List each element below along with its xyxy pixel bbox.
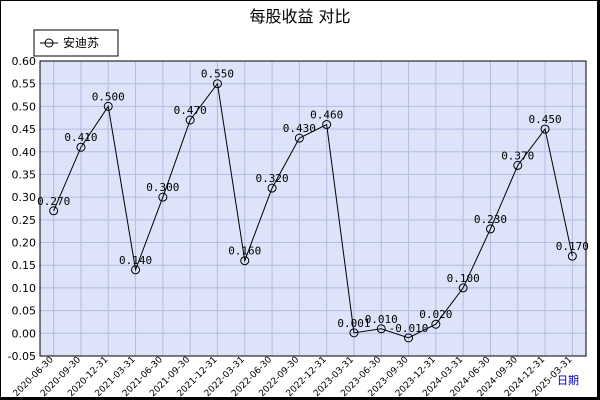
data-label: 0.230 <box>474 213 507 226</box>
data-label: 0.320 <box>255 172 288 185</box>
data-point <box>540 124 550 134</box>
data-label: 0.460 <box>310 109 343 122</box>
data-label: 0.010 <box>365 313 398 326</box>
data-point <box>267 183 277 193</box>
y-tick-label: 0.45 <box>12 123 37 136</box>
data-label: 0.450 <box>528 113 561 126</box>
y-tick-label: 0.55 <box>12 78 37 91</box>
data-point <box>513 160 523 170</box>
data-point <box>131 265 141 275</box>
data-label: 0.020 <box>419 308 452 321</box>
x-axis-period-label: 日期 <box>557 374 579 387</box>
data-label: 0.160 <box>228 245 261 258</box>
data-label: 0.500 <box>92 90 125 103</box>
chart-title: 每股收益 对比 <box>249 7 350 26</box>
y-tick-label: 0.35 <box>12 168 37 181</box>
series-layer: 0.270 0.410 0.500 0.140 0.300 0.470 0.550 0.160… <box>37 68 589 343</box>
data-label: 0.100 <box>447 272 480 285</box>
y-tick-label: 0.40 <box>12 146 37 159</box>
y-tick-label: 0.60 <box>12 55 37 68</box>
data-label: 0.170 <box>556 240 589 253</box>
y-tick-label: 0.05 <box>12 305 37 318</box>
data-point <box>485 224 495 234</box>
data-point <box>322 120 332 130</box>
data-label: 0.370 <box>501 149 534 162</box>
data-point <box>49 206 59 216</box>
data-point <box>567 251 577 261</box>
plot-border <box>39 60 587 357</box>
legend: 安迪苏 <box>33 29 119 57</box>
y-tick-label: 0.10 <box>12 282 37 295</box>
x-tick-labels: 2020-06-302020-09-302020-12-312021-03-31… <box>12 355 575 399</box>
axes <box>39 60 587 357</box>
data-label: -0.010 <box>389 322 429 335</box>
data-point <box>431 319 441 329</box>
data-point <box>212 79 222 89</box>
data-point <box>294 133 304 143</box>
data-label: 0.001 <box>337 317 370 330</box>
y-tick-label: 0.00 <box>12 327 37 340</box>
data-label: 0.270 <box>37 195 70 208</box>
data-label: 0.550 <box>201 68 234 81</box>
y-tick-label: -0.05 <box>8 350 36 363</box>
data-point <box>158 192 168 202</box>
data-point <box>240 256 250 266</box>
data-point <box>103 101 113 111</box>
data-point <box>76 142 86 152</box>
data-point <box>376 324 386 334</box>
data-point <box>185 115 195 125</box>
y-tick-label: 0.25 <box>12 214 37 227</box>
series-line <box>53 82 573 339</box>
data-point <box>404 333 414 343</box>
y-tick-label: 0.30 <box>12 191 37 204</box>
y-tick-labels: -0.05 0.00 0.05 0.10 0.15 0.20 0.25 0.30 0.35 0.4… <box>8 55 36 363</box>
y-tick-label: 0.50 <box>12 100 37 113</box>
data-label: 0.140 <box>119 254 152 267</box>
data-label: 0.470 <box>174 104 207 117</box>
data-point <box>349 328 359 338</box>
legend-marker-icon <box>44 38 54 48</box>
legend-entry-label: 安迪苏 <box>63 35 99 50</box>
plot-area <box>40 61 586 356</box>
data-label: 0.410 <box>64 131 97 144</box>
data-label: 0.430 <box>283 122 316 135</box>
data-point <box>458 283 468 293</box>
y-tick-label: 0.15 <box>12 259 37 272</box>
data-label: 0.300 <box>146 181 179 194</box>
y-tick-label: 0.20 <box>12 237 37 250</box>
